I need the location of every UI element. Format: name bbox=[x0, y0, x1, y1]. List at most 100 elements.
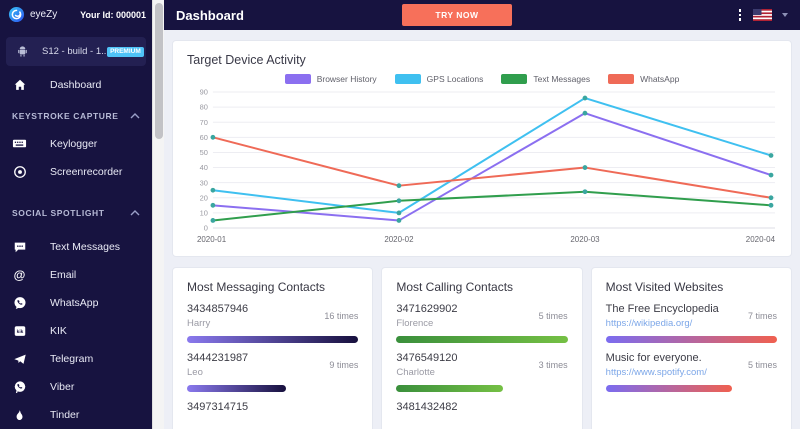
android-icon bbox=[15, 44, 30, 59]
brand-logo-icon[interactable] bbox=[8, 6, 25, 23]
sidebar-item-dashboard[interactable]: Dashboard bbox=[0, 71, 152, 98]
svg-text:2020-04: 2020-04 bbox=[746, 235, 776, 244]
dashboard-content: Target Device Activity Browser History GP… bbox=[164, 30, 800, 429]
page-title: Dashboard bbox=[176, 7, 244, 23]
sidebar: eyeZy Your Id: 000001 S12 - build - 1...… bbox=[0, 0, 152, 429]
telegram-icon bbox=[12, 352, 27, 367]
legend-item[interactable]: Browser History bbox=[284, 73, 377, 84]
line-chart: 0 10 20 30 40 50 60 70 80 90 2020-01 2020-02 2020-03… bbox=[187, 88, 777, 250]
home-icon bbox=[12, 77, 27, 92]
sidebar-item-telegram[interactable]: Telegram bbox=[0, 345, 152, 373]
website-title: The Free Encyclopedia bbox=[605, 303, 719, 315]
legend-item[interactable]: GPS Locations bbox=[394, 73, 484, 84]
sidebar-item-label: Email bbox=[50, 269, 77, 282]
sidebar-item-text-messages[interactable]: Text Messages bbox=[0, 233, 152, 261]
svg-text:2020-02: 2020-02 bbox=[384, 235, 414, 244]
topbar: Dashboard TRY NOW bbox=[164, 0, 800, 30]
contact-row: 3444231987 Leo 9 times bbox=[187, 352, 358, 392]
svg-text:80: 80 bbox=[200, 103, 208, 112]
try-now-button[interactable]: TRY NOW bbox=[402, 4, 512, 26]
kik-icon: kik bbox=[12, 324, 27, 339]
svg-text:kik: kik bbox=[16, 329, 23, 335]
frequency-bar bbox=[187, 385, 358, 392]
website-link[interactable]: https://www.spotify.com/ bbox=[605, 367, 707, 378]
chart-title: Target Device Activity bbox=[187, 53, 306, 67]
legend-item[interactable]: Text Messages bbox=[501, 73, 591, 84]
svg-text:2020-03: 2020-03 bbox=[570, 235, 600, 244]
times-count: 3 times bbox=[538, 360, 568, 370]
contact-name: Florence bbox=[396, 318, 434, 329]
sidebar-item-screenrecorder[interactable]: Screenrecorder bbox=[0, 158, 152, 186]
sidebar-item-label: Tinder bbox=[50, 409, 80, 422]
sidebar-item-label: Dashboard bbox=[50, 78, 102, 91]
contact-row: 3497314715 bbox=[187, 401, 358, 413]
sidebar-item-label: Text Messages bbox=[50, 241, 121, 254]
times-count: 5 times bbox=[747, 360, 777, 370]
sidebar-item-label: Viber bbox=[50, 381, 75, 394]
frequency-bar bbox=[605, 385, 777, 392]
card-title: Most Messaging Contacts bbox=[187, 280, 326, 294]
times-count: 16 times bbox=[324, 311, 359, 321]
kebab-menu-icon[interactable] bbox=[737, 7, 744, 23]
legend-label: WhatsApp bbox=[640, 73, 680, 84]
chevron-down-icon[interactable] bbox=[782, 13, 788, 17]
times-count: 9 times bbox=[329, 360, 359, 370]
svg-text:90: 90 bbox=[200, 88, 208, 97]
legend-label: Browser History bbox=[316, 73, 377, 84]
flame-icon bbox=[12, 408, 27, 423]
section-title: SOCIAL SPOTLIGHT bbox=[12, 208, 105, 219]
record-icon bbox=[12, 164, 27, 179]
legend-swatch-icon bbox=[608, 73, 635, 84]
sidebar-item-whatsapp[interactable]: WhatsApp bbox=[0, 289, 152, 317]
sidebar-item-keylogger[interactable]: Keylogger bbox=[0, 130, 152, 158]
sidebar-item-label: Screenrecorder bbox=[50, 165, 123, 178]
svg-text:2020-01: 2020-01 bbox=[197, 235, 227, 244]
user-id: Your Id: 000001 bbox=[80, 9, 146, 20]
contact-row: 3471629902 Florence 5 times bbox=[396, 303, 568, 343]
sidebar-item-tinder[interactable]: Tinder bbox=[0, 401, 152, 429]
legend-swatch-icon bbox=[501, 73, 528, 84]
sidebar-item-label: Telegram bbox=[50, 353, 94, 366]
website-title: Music for everyone. bbox=[605, 352, 702, 364]
sidebar-section-social-spotlight[interactable]: SOCIAL SPOTLIGHT bbox=[0, 202, 152, 225]
svg-text:0: 0 bbox=[204, 224, 208, 233]
sidebar-header: eyeZy Your Id: 000001 bbox=[0, 0, 152, 29]
times-count: 7 times bbox=[747, 311, 777, 321]
contact-row: 3481432482 bbox=[396, 401, 567, 413]
contact-number: 3476549120 bbox=[396, 352, 458, 364]
svg-text:30: 30 bbox=[200, 178, 208, 187]
section-title: KEYSTROKE CAPTURE bbox=[12, 111, 119, 122]
most-visited-websites-card: Most Visited Websites The Free Encyclope… bbox=[590, 267, 792, 429]
website-link[interactable]: https://wikipedia.org/ bbox=[605, 318, 693, 329]
us-flag-icon[interactable] bbox=[753, 9, 772, 21]
legend-item[interactable]: WhatsApp bbox=[608, 73, 680, 84]
legend-label: GPS Locations bbox=[426, 73, 484, 84]
device-selector[interactable]: S12 - build - 1... PREMIUM bbox=[6, 37, 146, 67]
contact-number: 3434857946 bbox=[187, 303, 249, 315]
contact-number: 3471629902 bbox=[396, 303, 458, 315]
scrollbar-thumb[interactable] bbox=[155, 3, 163, 139]
legend-swatch-icon bbox=[394, 73, 421, 84]
sidebar-item-email[interactable]: @ Email bbox=[0, 261, 152, 289]
website-row: Music for everyone. https://www.spotify.… bbox=[605, 352, 777, 392]
frequency-bar bbox=[396, 336, 568, 343]
legend-label: Text Messages bbox=[533, 73, 591, 84]
frequency-bar bbox=[605, 336, 777, 343]
viber-icon bbox=[12, 380, 27, 395]
website-row: The Free Encyclopedia https://wikipedia.… bbox=[605, 303, 777, 343]
sidebar-item-kik[interactable]: kik KIK bbox=[0, 317, 152, 345]
times-count: 5 times bbox=[538, 311, 568, 321]
contact-name: Harry bbox=[187, 318, 211, 329]
svg-text:50: 50 bbox=[200, 148, 208, 157]
sidebar-section-keystroke-capture[interactable]: KEYSTROKE CAPTURE bbox=[0, 104, 152, 127]
whatsapp-icon bbox=[12, 296, 27, 311]
chart-legend: Browser History GPS Locations Text Message… bbox=[187, 71, 777, 86]
sidebar-item-viber[interactable]: Viber bbox=[0, 373, 152, 401]
summary-cards-row: Most Messaging Contacts 3434857946 Harry… bbox=[172, 267, 792, 429]
chevron-up-icon bbox=[130, 113, 140, 119]
sidebar-scrollbar[interactable] bbox=[152, 0, 164, 429]
sidebar-item-label: Keylogger bbox=[50, 137, 98, 150]
device-label: S12 - build - 1... bbox=[42, 46, 110, 58]
sidebar-item-label: WhatsApp bbox=[50, 297, 99, 310]
svg-text:10: 10 bbox=[200, 208, 208, 217]
